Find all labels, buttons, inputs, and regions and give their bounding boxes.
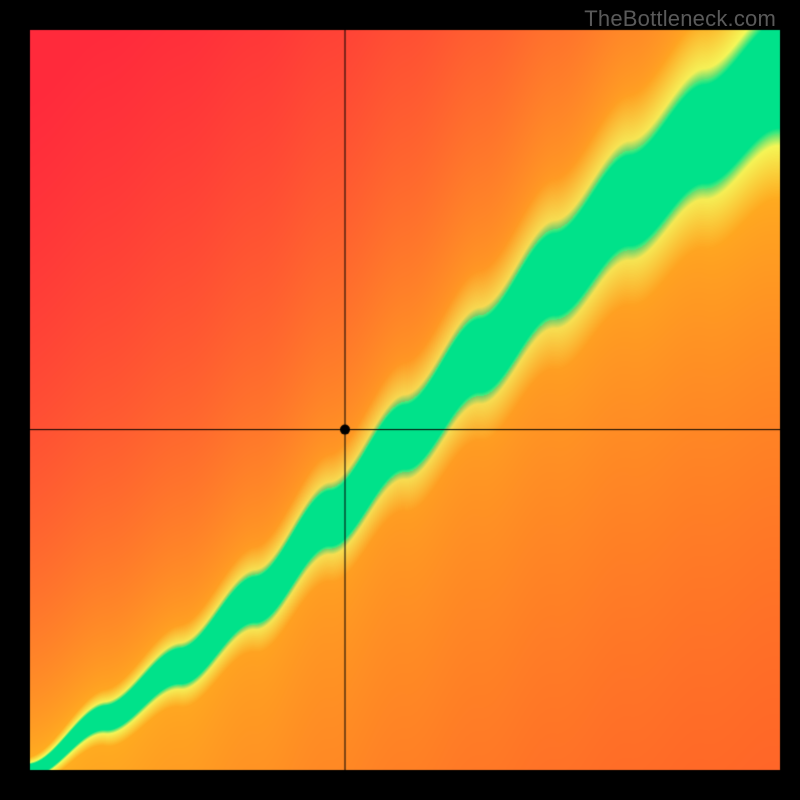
chart-container: TheBottleneck.com <box>0 0 800 800</box>
bottleneck-heatmap <box>0 0 800 800</box>
watermark-text: TheBottleneck.com <box>584 6 776 32</box>
